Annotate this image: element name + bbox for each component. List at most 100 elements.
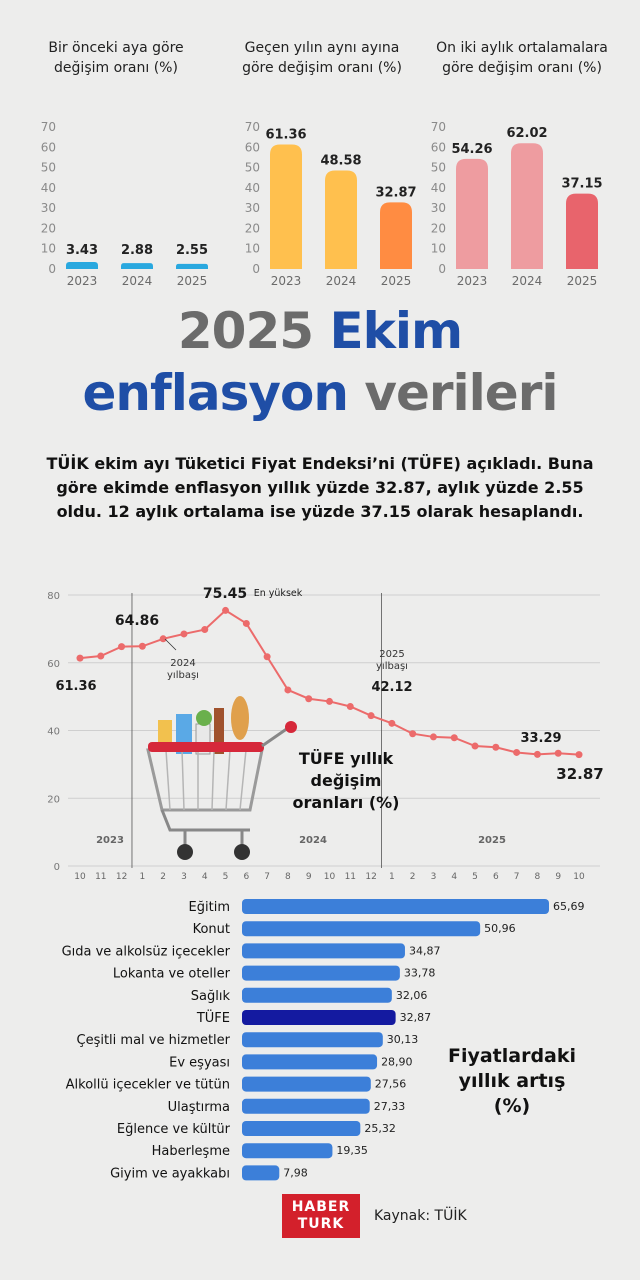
line-xtick: 4 <box>451 872 457 882</box>
line-xtick: 10 <box>573 872 585 882</box>
cart-item <box>196 710 212 726</box>
category-bar <box>242 1143 333 1159</box>
tufe-data-point <box>346 702 354 710</box>
mini-xtick: 2024 <box>512 274 543 288</box>
category-label: Konut <box>193 922 230 937</box>
mini-xtick: 2025 <box>567 274 598 288</box>
category-value: 33,78 <box>404 967 436 980</box>
line-xtick: 3 <box>181 872 187 882</box>
year-label: 2024 <box>299 835 327 846</box>
line-annotation: En yüksek <box>254 588 303 599</box>
category-bar <box>242 987 392 1003</box>
line-ytick: 40 <box>47 727 60 738</box>
mini-ytick: 10 <box>245 242 260 256</box>
tufe-data-point <box>450 734 458 742</box>
mini-xtick: 2023 <box>457 274 488 288</box>
category-label: Giyim ve ayakkabı <box>110 1166 230 1181</box>
tufe-data-point <box>492 743 500 751</box>
mini-ytick: 20 <box>41 221 56 235</box>
mini-bar <box>566 193 598 269</box>
category-bar <box>242 1054 378 1070</box>
line-xtick: 8 <box>285 872 291 882</box>
mini-xtick: 2023 <box>271 274 302 288</box>
mini-bar <box>325 170 357 269</box>
category-value: 30,13 <box>387 1033 419 1046</box>
line-annotation: 33.29 <box>520 731 561 746</box>
tufe-data-point <box>513 748 521 756</box>
category-value: 7,98 <box>283 1166 308 1179</box>
category-bar <box>242 1032 383 1048</box>
category-bar <box>242 1010 396 1025</box>
category-value: 65,69 <box>553 900 585 913</box>
line-xtick: 9 <box>555 872 561 882</box>
category-value: 34,87 <box>409 944 441 957</box>
mini-bar <box>380 202 412 269</box>
bar-chart-title: Fiyatlardaki yıllık artış (%) <box>448 1045 576 1117</box>
cart-wire <box>239 749 247 811</box>
mini-xtick: 2024 <box>326 274 357 288</box>
category-bar <box>242 899 549 914</box>
tufe-data-point <box>118 643 126 651</box>
line-xtick: 8 <box>535 872 541 882</box>
mini-bar <box>270 144 302 269</box>
tufe-series-line <box>79 609 580 756</box>
category-bar <box>242 921 481 937</box>
price-increase-bar-chart: Eğitim 65,69 Konut 50,96 Gıda ve alkolsüz iç… <box>62 899 585 1181</box>
mini-ytick: 30 <box>41 201 56 215</box>
mini-ytick: 50 <box>431 161 446 175</box>
mini-ytick: 20 <box>245 221 260 235</box>
mini-bar <box>121 263 153 269</box>
haberturk-logo: HABER TURK <box>282 1194 360 1238</box>
annotation-pointer <box>164 638 177 651</box>
mini-ytick: 40 <box>41 181 56 195</box>
headline-year: 2025 <box>177 302 314 360</box>
mini-ytick: 70 <box>431 120 446 134</box>
intro-text: TÜİK ekim ayı Tüketici Fiyat Endeksi’ni … <box>46 454 594 521</box>
headline-verileri: verileri <box>364 364 558 422</box>
mini-bar-value: 2.55 <box>176 243 208 258</box>
tufe-data-point <box>263 653 271 661</box>
mini-ytick: 60 <box>245 140 260 154</box>
category-value: 32,06 <box>396 989 428 1002</box>
cart-item <box>231 696 249 740</box>
line-xtick: 6 <box>243 872 249 882</box>
cart-wire <box>165 749 171 811</box>
cart-wire <box>181 749 185 811</box>
category-bar <box>242 1076 371 1092</box>
category-label: Ev eşyası <box>169 1055 230 1070</box>
tufe-data-point <box>242 619 250 627</box>
category-value: 50,96 <box>484 922 516 935</box>
mini-bar <box>66 262 98 269</box>
mini-ytick: 30 <box>431 201 446 215</box>
cart-handle <box>261 726 289 748</box>
mini-ytick: 0 <box>438 262 446 276</box>
line-xtick: 11 <box>95 872 106 882</box>
category-bar <box>242 1121 361 1136</box>
category-value: 25,32 <box>364 1122 396 1135</box>
mini-bar-value: 54.26 <box>451 142 492 157</box>
mini-bar <box>511 143 543 269</box>
tufe-data-point <box>97 652 105 660</box>
line-xtick: 12 <box>365 872 376 882</box>
year-label: 2025 <box>478 835 506 846</box>
line-xtick: 7 <box>514 872 520 882</box>
category-value: 28,90 <box>381 1055 413 1068</box>
category-bar <box>242 943 405 959</box>
line-ytick: 20 <box>47 794 60 805</box>
category-label: Lokanta ve oteller <box>113 967 231 982</box>
cart-wheel <box>177 844 193 860</box>
line-annotation: 2024 yılbaşı <box>167 658 199 681</box>
line-xtick: 4 <box>202 872 208 882</box>
mini-xtick: 2023 <box>67 274 98 288</box>
tufe-data-point <box>326 697 333 705</box>
mini-xtick: 2025 <box>177 274 208 288</box>
line-xtick: 5 <box>223 872 229 882</box>
tufe-data-point <box>180 630 188 638</box>
tufe-data-point <box>575 751 583 759</box>
mini-xtick: 2024 <box>122 274 153 288</box>
line-ytick: 0 <box>54 862 60 873</box>
line-xtick: 3 <box>431 872 437 882</box>
cart-frame <box>160 809 250 832</box>
mini-bar-value: 61.36 <box>265 128 306 143</box>
